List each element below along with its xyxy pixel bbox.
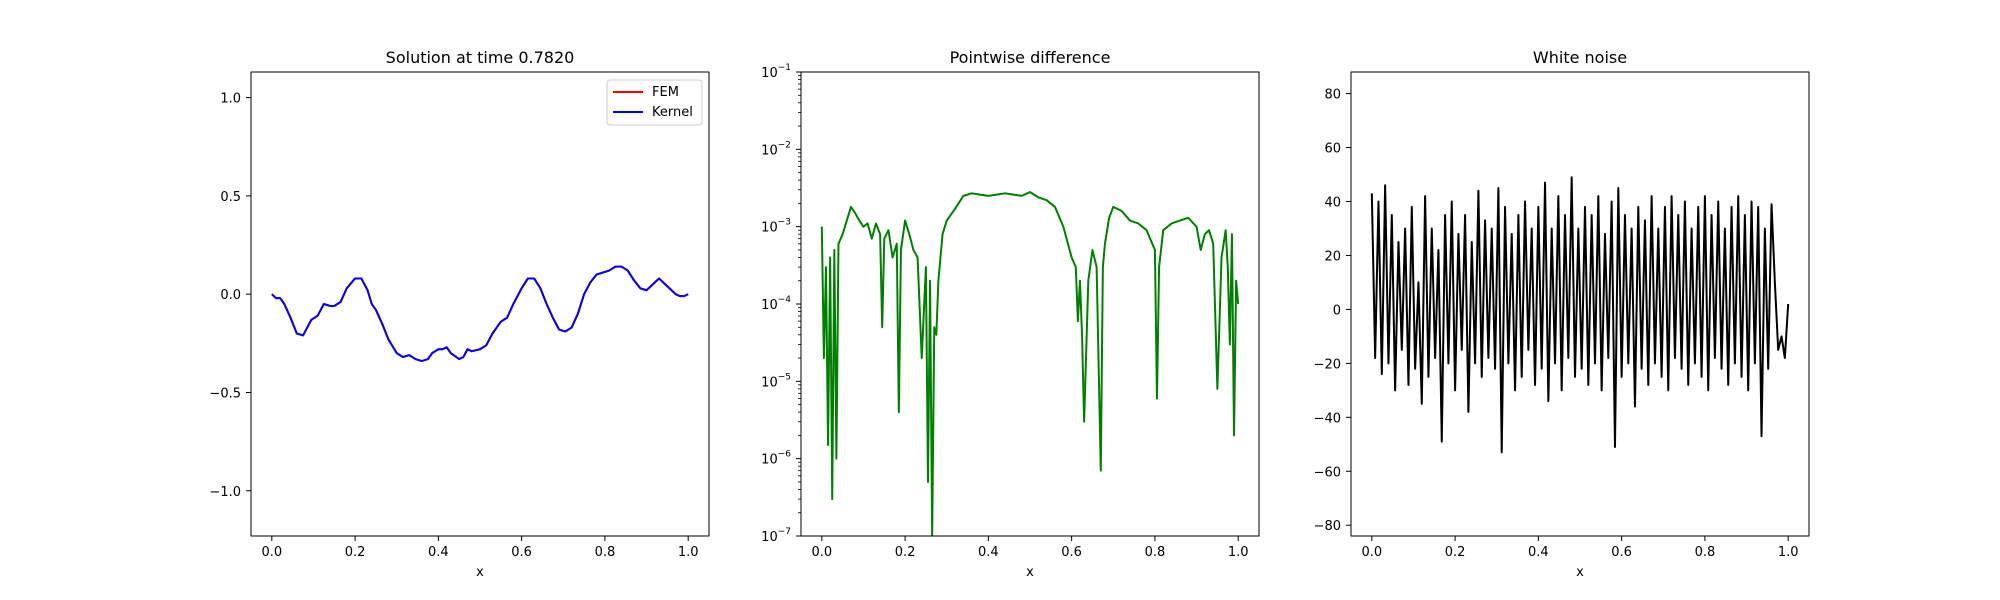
y-tick-label: 40 bbox=[1324, 195, 1341, 210]
series-layer bbox=[820, 191, 1240, 536]
x-tick-label: 0.4 bbox=[1528, 545, 1549, 560]
legend: FEM Kernel bbox=[606, 79, 703, 126]
y-tick-label: 20 bbox=[1324, 249, 1341, 264]
x-axis-label: x bbox=[1026, 565, 1034, 580]
series-layer bbox=[271, 265, 689, 363]
y-axis-ticks: 10−7 10−6 10−5 10−4 10−3 10−2 10−1 bbox=[761, 63, 801, 545]
series-line-kernel bbox=[271, 265, 689, 363]
plot-area: 0.0 0.2 0.4 0.6 0.8 1.0 10−710−610−510−410−31… bbox=[761, 63, 1260, 560]
y-tick-label: 0.0 bbox=[220, 288, 241, 303]
panel-solution: Solution at time 0.7820 0.0 0.2 0.4 0.6 0.8 1… bbox=[209, 48, 710, 580]
chart-title: Solution at time 0.7820 bbox=[386, 48, 575, 67]
x-tick-label: 1.0 bbox=[1778, 545, 1799, 560]
plot-clip bbox=[1370, 176, 1790, 454]
y-tick-label: −0.5 bbox=[209, 386, 241, 401]
x-tick-label: 0.8 bbox=[595, 545, 616, 560]
axes-frame bbox=[250, 71, 710, 537]
x-tick-label: 0.6 bbox=[1611, 545, 1632, 560]
plot-area: 0.0 0.2 0.4 0.6 0.8 1.0 −1.0 −0.5 0.0 0.5 1.0 bbox=[209, 71, 710, 560]
x-tick-label: 0.4 bbox=[978, 545, 999, 560]
axes-frame bbox=[1350, 71, 1810, 537]
chart-title: White noise bbox=[1533, 48, 1627, 67]
y-axis-ticks: −1.0 −0.5 0.0 0.5 1.0 bbox=[209, 92, 251, 500]
series-line-line0 bbox=[1370, 176, 1790, 454]
x-tick-label: 0.2 bbox=[895, 545, 916, 560]
x-tick-label: 0.8 bbox=[1145, 545, 1166, 560]
y-tick-label: 10−3 bbox=[761, 218, 791, 236]
x-tick-label: 0.8 bbox=[1695, 545, 1716, 560]
panel-white-noise: White noise 0.0 0.2 0.4 0.6 0.8 1.0 −80 −60 −40… bbox=[1314, 48, 1810, 580]
legend-label-kernel: Kernel bbox=[652, 105, 693, 120]
x-tick-label: 0.0 bbox=[1361, 545, 1382, 560]
plot-area: 0.0 0.2 0.4 0.6 0.8 1.0 −80 −60 −40 −20 0 20 40 60 80 bbox=[1314, 71, 1810, 560]
x-tick-label: 1.0 bbox=[678, 545, 699, 560]
legend-label-fem: FEM bbox=[652, 85, 679, 100]
y-tick-label: 10−1 bbox=[761, 63, 791, 81]
y-tick-label: 80 bbox=[1324, 88, 1341, 103]
panel-pointwise-difference: Pointwise difference 0.0 0.2 0.4 0.6 0.8 1.0 … bbox=[761, 48, 1260, 580]
series-layer bbox=[1370, 176, 1790, 454]
x-tick-label: 0.6 bbox=[511, 545, 532, 560]
plot-clip bbox=[271, 265, 689, 363]
y-tick-label: 10−5 bbox=[761, 372, 791, 390]
y-tick-label: 10−2 bbox=[761, 140, 791, 158]
y-tick-label: 0 bbox=[1333, 303, 1341, 318]
y-tick-label: −80 bbox=[1314, 519, 1341, 534]
x-tick-label: 0.0 bbox=[261, 545, 282, 560]
y-tick-label: −60 bbox=[1314, 465, 1341, 480]
y-tick-label: 0.5 bbox=[220, 190, 241, 205]
x-axis-label: x bbox=[476, 565, 484, 580]
x-axis-ticks: 0.0 0.2 0.4 0.6 0.8 1.0 bbox=[1361, 536, 1799, 560]
x-tick-label: 1.0 bbox=[1228, 545, 1249, 560]
y-tick-label: −1.0 bbox=[209, 485, 241, 500]
series-line-line0 bbox=[820, 191, 1240, 536]
x-axis-ticks: 0.0 0.2 0.4 0.6 0.8 1.0 bbox=[261, 536, 699, 560]
x-tick-label: 0.0 bbox=[811, 545, 832, 560]
y-tick-label: 1.0 bbox=[220, 92, 241, 107]
x-axis-ticks: 0.0 0.2 0.4 0.6 0.8 1.0 bbox=[811, 536, 1249, 560]
y-tick-label: 10−7 bbox=[761, 527, 791, 545]
y-tick-label: 60 bbox=[1324, 142, 1341, 157]
plot-clip bbox=[820, 191, 1240, 536]
x-tick-label: 0.2 bbox=[1445, 545, 1466, 560]
y-tick-label: 10−6 bbox=[761, 450, 791, 468]
y-tick-label: −40 bbox=[1314, 411, 1341, 426]
x-tick-label: 0.6 bbox=[1061, 545, 1082, 560]
y-tick-label: 10−4 bbox=[761, 295, 791, 313]
x-axis-label: x bbox=[1576, 565, 1584, 580]
x-tick-label: 0.4 bbox=[428, 545, 449, 560]
chart-title: Pointwise difference bbox=[950, 48, 1111, 67]
y-axis-ticks: −80 −60 −40 −20 0 20 40 60 80 bbox=[1314, 88, 1351, 534]
x-tick-label: 0.2 bbox=[345, 545, 366, 560]
y-tick-label: −20 bbox=[1314, 357, 1341, 372]
